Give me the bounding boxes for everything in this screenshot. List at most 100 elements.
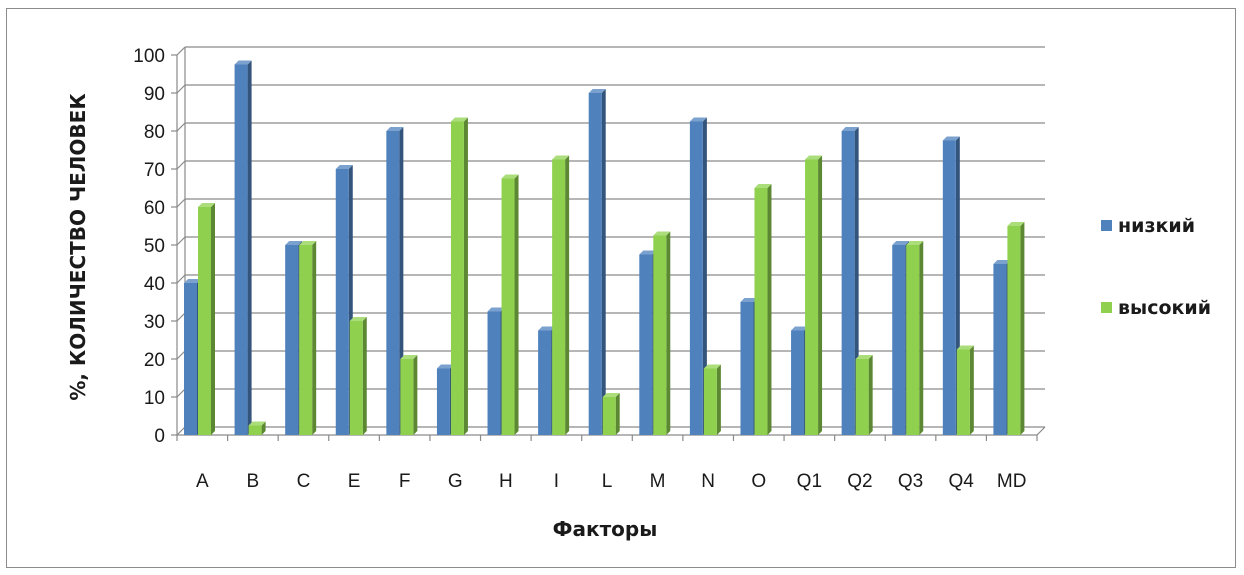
x-tick-label: F xyxy=(399,471,411,492)
bar-side xyxy=(312,241,317,435)
bar-front xyxy=(386,131,400,435)
gridline-side xyxy=(176,160,186,170)
y-tick-label: 30 xyxy=(144,312,165,333)
bar-high-m xyxy=(653,231,671,435)
bar-high-q1 xyxy=(805,155,823,435)
y-tick-label: 70 xyxy=(144,160,165,181)
gridline-side xyxy=(176,122,186,132)
x-tick-label: C xyxy=(297,471,311,492)
bar-front xyxy=(942,140,956,435)
bar-high-l xyxy=(602,393,620,435)
bar-front xyxy=(400,359,414,435)
bar-chart: 0 10 20 30 40 50 60 70 80 90 100 A B C E F G H I L M N O Q1 Q2 Q… xyxy=(66,46,1211,541)
bar-top xyxy=(335,165,353,169)
bar-front xyxy=(956,349,970,435)
gridline-side xyxy=(176,236,186,246)
legend-swatch-high xyxy=(1101,302,1112,313)
bar-top xyxy=(552,155,570,160)
bar-low-q2 xyxy=(841,127,859,435)
x-tick-label: B xyxy=(247,471,260,492)
bars xyxy=(184,60,1025,435)
bar-side xyxy=(463,117,468,435)
bar-front xyxy=(234,64,248,435)
bar-high-q2 xyxy=(855,355,873,435)
bar-top xyxy=(450,117,468,122)
bar-high-q3 xyxy=(906,241,924,435)
x-tick-label: Q3 xyxy=(898,471,923,492)
gridline-side xyxy=(176,426,186,436)
y-tick-label: 50 xyxy=(144,236,165,257)
y-tick-label: 10 xyxy=(144,388,165,409)
bar-top xyxy=(285,241,303,245)
bar-low-n xyxy=(689,117,707,435)
y-axis-title: %, КОЛИЧЕСТВО ЧЕЛОВЕК xyxy=(66,93,90,401)
bar-top xyxy=(653,231,671,236)
gridlines xyxy=(176,46,1045,436)
y-tick-label: 60 xyxy=(144,198,165,219)
bar-front xyxy=(993,264,1007,435)
y-tick-labels: 0 10 20 30 40 50 60 70 80 90 100 xyxy=(133,46,165,447)
bar-high-e xyxy=(349,317,367,435)
bar-front xyxy=(754,188,768,435)
legend-item-low: низкий xyxy=(1101,215,1195,237)
bar-high-c xyxy=(299,241,317,435)
bar-top xyxy=(602,393,620,397)
x-tick-label: Q2 xyxy=(847,471,872,492)
bar-top xyxy=(689,117,707,122)
bar-high-o xyxy=(754,184,772,435)
bar-front xyxy=(184,283,197,435)
bar-side xyxy=(247,60,252,435)
y-tick-label: 100 xyxy=(133,46,165,67)
bar-high-q4 xyxy=(956,345,974,435)
bar-front xyxy=(335,169,349,435)
bar-top xyxy=(501,174,519,179)
bar-front xyxy=(285,245,299,435)
bar-high-i xyxy=(552,155,570,435)
bar-front xyxy=(892,245,906,435)
bar-high-f xyxy=(400,355,418,435)
gridline-side xyxy=(176,350,186,360)
bar-top xyxy=(942,136,960,141)
y-tick-label: 40 xyxy=(144,274,165,295)
x-tick-label: A xyxy=(196,471,209,492)
bar-top xyxy=(892,241,910,245)
bar-high-md xyxy=(1007,222,1025,435)
legend-label-low: низкий xyxy=(1118,215,1195,237)
bar-side xyxy=(514,174,519,435)
x-tick-label: N xyxy=(701,471,715,492)
bar-side xyxy=(969,345,974,435)
bar-top xyxy=(1007,222,1025,226)
bar-top xyxy=(956,345,974,350)
gridline-side xyxy=(176,388,186,398)
bar-front xyxy=(538,330,552,435)
bar-high-n xyxy=(703,364,721,435)
bar-side xyxy=(362,317,367,435)
bar-side xyxy=(702,117,707,435)
x-axis-title: Факторы xyxy=(553,517,658,541)
bar-front xyxy=(906,245,920,435)
x-tick-label: MD xyxy=(997,471,1027,492)
bar-front xyxy=(552,159,566,435)
bar-top xyxy=(386,127,404,131)
x-tick-label: I xyxy=(554,471,559,492)
bar-front xyxy=(602,397,616,435)
bar-side xyxy=(565,155,570,435)
bar-front xyxy=(349,321,363,435)
bar-side xyxy=(615,393,620,435)
x-tick-label: Q1 xyxy=(797,471,822,492)
bar-top xyxy=(234,60,252,65)
bar-side xyxy=(919,241,924,435)
gridline-side xyxy=(176,274,186,284)
bar-top xyxy=(740,298,758,302)
bar-low-l xyxy=(588,89,606,435)
bar-top xyxy=(299,241,317,245)
bar-low-b xyxy=(234,60,252,435)
bar-top xyxy=(538,326,556,331)
bar-front xyxy=(299,245,313,435)
bar-front xyxy=(501,178,515,435)
bar-top xyxy=(198,203,215,207)
bar-front xyxy=(689,121,703,435)
x-tick-labels: A B C E F G H I L M N O Q1 Q2 Q3 Q4 MD xyxy=(196,471,1027,492)
gridline-side xyxy=(176,84,186,94)
bar-front xyxy=(248,425,262,435)
